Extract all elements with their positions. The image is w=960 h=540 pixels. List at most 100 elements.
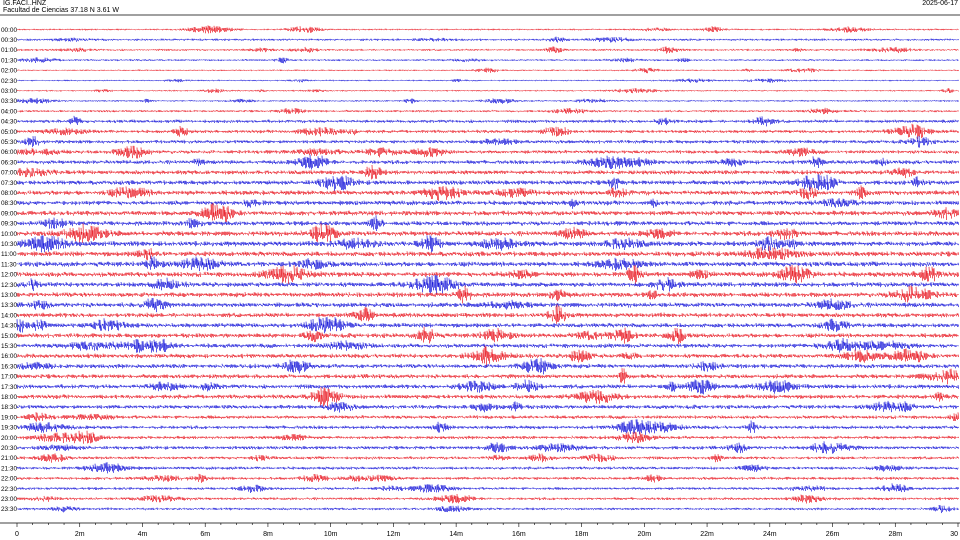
row-label: 17:00	[1, 374, 17, 381]
row-label: 19:00	[1, 414, 17, 421]
x-tick-label: 8m	[263, 531, 273, 538]
row-label: 22:30	[1, 486, 17, 493]
trace-0300	[16, 88, 959, 94]
trace-1800	[16, 387, 959, 407]
x-tick-label: 14m	[449, 531, 463, 538]
row-label: 18:00	[1, 394, 17, 401]
trace-1230	[16, 274, 959, 295]
row-label: 06:30	[1, 159, 17, 166]
plot-date: 2025-06-17	[922, 0, 958, 7]
row-label: 14:00	[1, 312, 17, 319]
row-label: 13:30	[1, 302, 17, 309]
trace-0500	[16, 123, 959, 140]
trace-0830	[16, 198, 959, 209]
trace-0530	[16, 135, 959, 148]
trace-2130	[16, 462, 959, 474]
row-label: 18:30	[1, 404, 17, 411]
x-tick-label: 4m	[138, 531, 148, 538]
x-tick-label: 28m	[888, 531, 902, 538]
row-label: 00:30	[1, 37, 17, 44]
row-label: 11:30	[1, 261, 17, 268]
trace-1900	[16, 412, 959, 422]
row-label: 13:00	[1, 292, 17, 299]
row-label: 06:00	[1, 149, 17, 156]
row-label: 03:30	[1, 98, 17, 105]
trace-0000	[16, 25, 959, 34]
trace-1600	[16, 345, 959, 368]
row-label: 15:30	[1, 343, 17, 350]
row-label: 12:00	[1, 272, 17, 279]
trace-1530	[16, 337, 959, 353]
trace-1130	[16, 255, 959, 272]
station-location: Facultad de Ciencias 37.18 N 3.61 W	[3, 7, 119, 14]
row-label: 08:30	[1, 200, 17, 207]
x-tick-label: 22m	[700, 531, 714, 538]
x-tick-label: 12m	[387, 531, 401, 538]
trace-0800	[16, 185, 959, 201]
trace-0100	[16, 46, 959, 54]
row-label: 21:00	[1, 455, 17, 462]
trace-0630	[16, 154, 959, 170]
row-label: 02:30	[1, 78, 17, 85]
x-tick-label: 16m	[512, 531, 526, 538]
x-tick-label: 30	[950, 531, 958, 538]
trace-1700	[16, 368, 959, 385]
trace-0330	[16, 97, 959, 104]
station-code: IG.FACI..HNZ	[3, 0, 47, 7]
row-label: 03:00	[1, 88, 17, 95]
trace-1400	[16, 304, 959, 324]
row-label: 22:00	[1, 476, 17, 483]
trace-1430	[16, 316, 959, 334]
row-label: 09:30	[1, 221, 17, 228]
trace-2200	[16, 473, 959, 483]
row-label: 05:30	[1, 139, 17, 146]
x-tick-label: 2m	[75, 531, 85, 538]
row-label: 10:30	[1, 241, 17, 248]
x-tick-label: 26m	[826, 531, 840, 538]
trace-0900	[16, 202, 959, 223]
row-label: 20:00	[1, 435, 17, 442]
row-label: 23:00	[1, 496, 17, 503]
trace-1730	[16, 379, 959, 395]
row-label: 23:30	[1, 506, 17, 513]
row-label: 11:00	[1, 251, 17, 258]
trace-1630	[16, 358, 959, 375]
trace-2300	[16, 493, 959, 504]
trace-0200	[16, 67, 959, 74]
row-label: 09:00	[1, 210, 17, 217]
trace-1000	[16, 223, 959, 243]
row-label: 07:30	[1, 180, 17, 187]
trace-1500	[16, 326, 959, 345]
trace-2030	[16, 441, 959, 454]
row-label: 10:00	[1, 231, 17, 238]
row-label: 17:30	[1, 384, 17, 391]
trace-2100	[16, 453, 959, 463]
trace-1030	[16, 235, 959, 253]
trace-1300	[16, 285, 959, 304]
trace-1930	[16, 419, 959, 435]
trace-1100	[16, 246, 959, 261]
row-label: 04:00	[1, 108, 17, 115]
row-label: 01:30	[1, 57, 17, 64]
trace-0230	[16, 78, 959, 83]
row-label: 02:00	[1, 68, 17, 75]
row-label: 12:30	[1, 282, 17, 289]
row-label: 07:00	[1, 170, 17, 177]
x-tick-label: 24m	[763, 531, 777, 538]
row-label: 04:30	[1, 119, 17, 126]
trace-2230	[16, 483, 959, 494]
trace-0700	[16, 164, 959, 180]
trace-0600	[16, 145, 959, 159]
row-label: 16:30	[1, 363, 17, 370]
row-label: 08:00	[1, 190, 17, 197]
trace-0400	[16, 107, 959, 115]
row-label: 14:30	[1, 323, 17, 330]
row-label: 19:30	[1, 425, 17, 432]
trace-1830	[16, 400, 959, 413]
row-label: 16:00	[1, 353, 17, 360]
trace-0030	[16, 36, 959, 43]
x-tick-label: 20m	[638, 531, 652, 538]
row-label: 21:30	[1, 465, 17, 472]
trace-0730	[16, 174, 959, 192]
